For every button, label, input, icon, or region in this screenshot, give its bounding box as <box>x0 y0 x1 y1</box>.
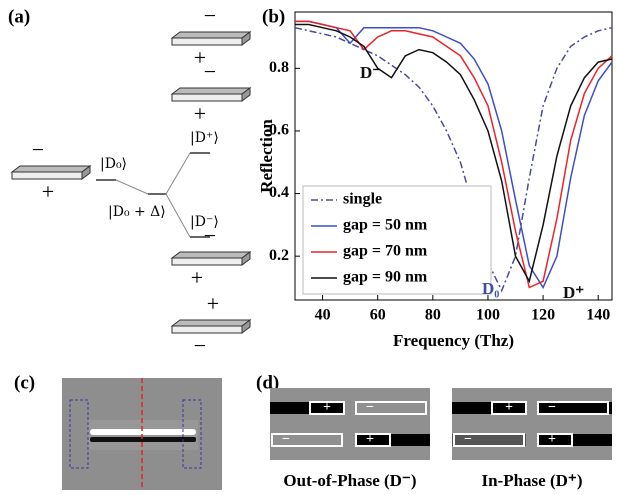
plate-top <box>172 320 250 326</box>
figure: (a) (b) (c) (d) |D₀⟩ |D₀ + Δ⟩ |D⁺⟩ |D⁻⟩ … <box>0 0 617 495</box>
rod <box>452 402 526 414</box>
rod <box>270 402 344 414</box>
charge-sign: − <box>204 59 216 84</box>
plate-front <box>172 38 242 45</box>
charge-sign: + <box>42 179 54 204</box>
x-axis-label: Frequency (Thz) <box>393 331 514 350</box>
charge-sign: − <box>204 223 216 248</box>
legend-label: gap = 50 nm <box>343 217 428 234</box>
legend-label: gap = 90 nm <box>343 269 428 286</box>
charge-sign: + <box>191 265 203 290</box>
legend-label: gap = 70 nm <box>343 243 428 260</box>
charge-sign: − <box>464 432 472 447</box>
mode-image <box>452 388 612 460</box>
y-tick-label: 0.2 <box>269 247 289 264</box>
level-label: |D⁺⟩ <box>190 130 219 146</box>
image-caption: Out-of-Phase (D⁻) <box>283 471 416 490</box>
plate-top <box>172 252 250 258</box>
charge-sign: − <box>194 333 206 358</box>
annotation: D⁻ <box>360 63 381 82</box>
y-axis-label: Reflection <box>257 119 276 193</box>
x-tick-label: 100 <box>476 307 500 324</box>
charge-sign: − <box>32 137 44 162</box>
panel-label: (a) <box>8 6 30 27</box>
panel-label: (b) <box>262 6 285 27</box>
x-tick-label: 60 <box>370 307 386 324</box>
charge-sign: + <box>323 400 331 415</box>
image-caption: In-Phase (D⁺) <box>481 471 582 490</box>
annotation: D⁺ <box>563 283 584 302</box>
plate-front <box>12 172 82 179</box>
legend-label: single <box>343 191 382 208</box>
plate-front <box>172 94 242 101</box>
y-tick-label: 0.8 <box>269 59 289 76</box>
charge-sign: − <box>204 3 216 28</box>
charge-sign: − <box>282 432 290 447</box>
x-tick-label: 120 <box>531 307 555 324</box>
level-label: |D₀ + Δ⟩ <box>108 204 166 220</box>
mode-image <box>270 388 430 460</box>
charge-sign: − <box>548 400 556 415</box>
plate-top <box>172 32 250 38</box>
panel-label: (c) <box>14 372 35 393</box>
x-tick-label: 140 <box>586 307 610 324</box>
x-tick-label: 80 <box>425 307 441 324</box>
plate-front <box>172 258 242 265</box>
charge-sign: + <box>505 400 513 415</box>
field-map <box>62 378 222 490</box>
charge-sign: − <box>366 400 374 415</box>
plate-top <box>12 166 90 172</box>
x-tick-label: 40 <box>315 307 331 324</box>
charge-sign: + <box>207 291 219 316</box>
charge-sign: + <box>548 432 556 447</box>
level-label: |D₀⟩ <box>100 156 127 172</box>
plate-top <box>172 88 250 94</box>
plate-front <box>172 326 242 333</box>
charge-sign: + <box>194 101 206 126</box>
charge-sign: + <box>366 432 374 447</box>
annotation: D₀ <box>482 279 499 298</box>
